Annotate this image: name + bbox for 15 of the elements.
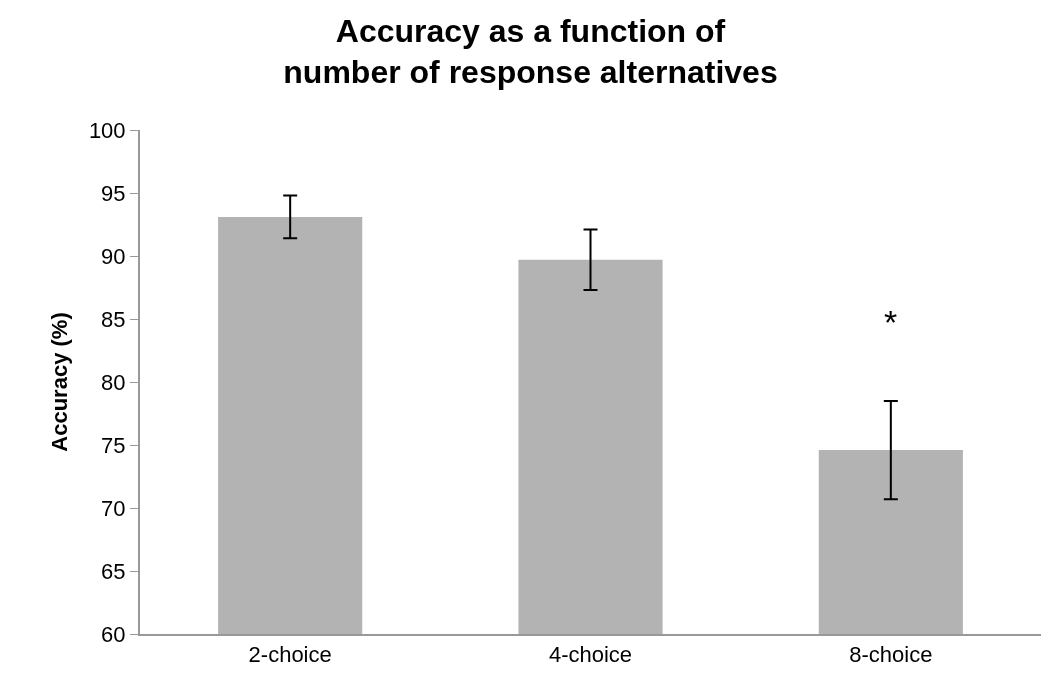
x-tick-label: 2-choice [248,642,332,668]
annotation: * [884,303,898,341]
y-tick-label: 70 [101,495,126,521]
y-tick-label: 80 [101,369,126,395]
x-tick-label: 4-choice [548,642,633,668]
y-tick-label: 100 [88,117,126,143]
y-tick-label: 75 [101,432,126,458]
x-tick-label: 8-choice [849,642,933,668]
y-tick-label: 90 [101,243,126,269]
y-tick-label: 95 [101,180,126,206]
chart-title: Accuracy as a function of number of response alternatives [283,12,778,91]
y-axis-title: Accuracy (%) [47,312,73,452]
y-tick-label: 85 [101,306,126,332]
y-tick-label: 60 [101,621,126,647]
y-tick-label: 65 [101,558,126,584]
